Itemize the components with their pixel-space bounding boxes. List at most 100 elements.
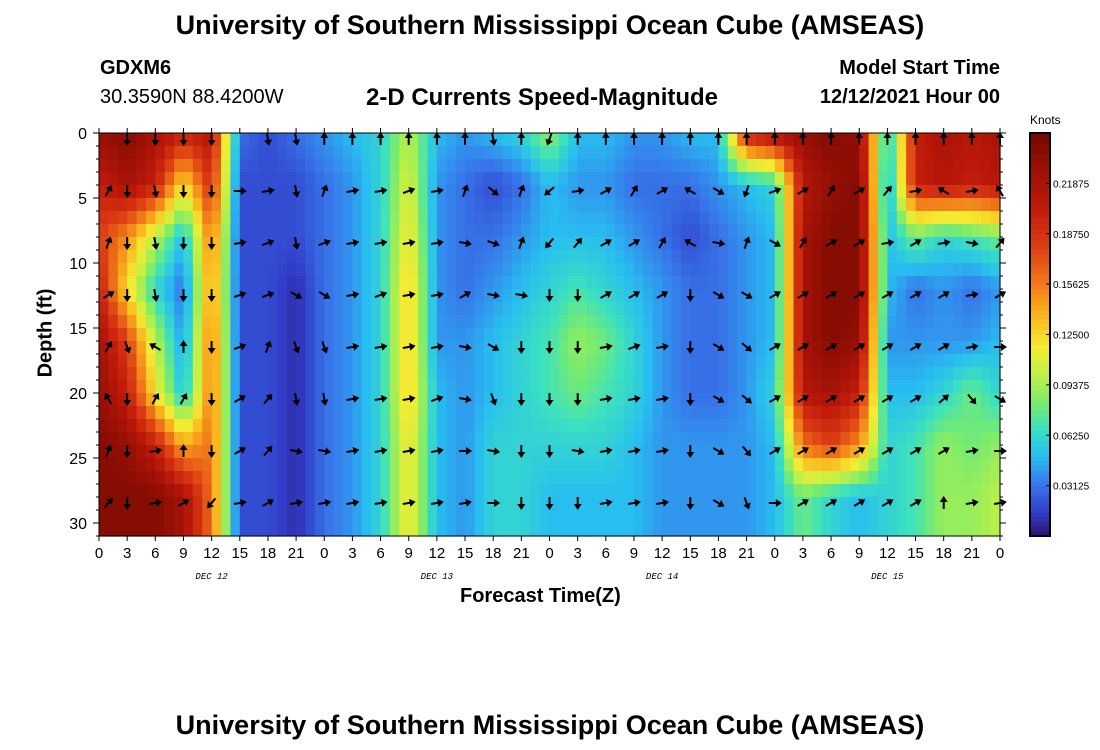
speed-cell bbox=[624, 263, 635, 277]
speed-cell bbox=[558, 263, 569, 277]
speed-cell bbox=[793, 237, 804, 251]
speed-cell bbox=[258, 484, 269, 498]
speed-cell bbox=[530, 510, 541, 524]
speed-cell bbox=[962, 367, 973, 381]
speed-cell bbox=[239, 380, 250, 394]
speed-cell bbox=[868, 302, 879, 316]
speed-cell bbox=[511, 471, 522, 485]
x-tick-label: 3 bbox=[799, 545, 807, 562]
y-tick-label: 0 bbox=[78, 126, 87, 143]
speed-cell bbox=[455, 250, 466, 264]
speed-cell bbox=[493, 198, 504, 212]
speed-cell bbox=[540, 393, 551, 407]
speed-cell bbox=[474, 484, 485, 498]
speed-cell bbox=[296, 276, 307, 290]
speed-cell bbox=[746, 510, 757, 524]
speed-cell bbox=[812, 315, 823, 329]
speed-cell bbox=[455, 302, 466, 316]
current-arrow bbox=[601, 132, 610, 145]
speed-cell bbox=[859, 380, 870, 394]
speed-cell bbox=[577, 419, 588, 433]
speed-cell bbox=[643, 276, 654, 290]
speed-cell bbox=[831, 471, 842, 485]
speed-cell bbox=[943, 198, 954, 212]
speed-cell bbox=[455, 237, 466, 251]
current-arrow bbox=[261, 186, 275, 195]
speed-cell bbox=[577, 484, 588, 498]
x-tick-label: 21 bbox=[964, 545, 981, 562]
current-arrow bbox=[430, 446, 444, 455]
current-arrow bbox=[712, 395, 725, 403]
speed-cell bbox=[793, 133, 804, 147]
speed-cell bbox=[314, 146, 325, 160]
current-arrow bbox=[374, 342, 388, 351]
speed-cell bbox=[990, 237, 1001, 251]
speed-cell bbox=[446, 237, 457, 251]
current-arrow bbox=[545, 289, 554, 302]
speed-cell bbox=[624, 172, 635, 186]
speed-cell bbox=[718, 133, 729, 147]
speed-cell bbox=[709, 367, 720, 381]
speed-cell bbox=[896, 133, 907, 147]
speed-cell bbox=[718, 510, 729, 524]
current-arrow bbox=[234, 447, 246, 455]
speed-cell bbox=[127, 367, 138, 381]
speed-cell bbox=[577, 367, 588, 381]
speed-cell bbox=[605, 133, 616, 147]
x-tick-label: 9 bbox=[405, 545, 413, 562]
speed-cell bbox=[249, 484, 260, 498]
speed-cell bbox=[249, 471, 260, 485]
speed-cell bbox=[671, 146, 682, 160]
current-arrow bbox=[487, 239, 500, 248]
speed-cell bbox=[127, 146, 138, 160]
speed-cell bbox=[549, 185, 560, 199]
speed-cell bbox=[774, 523, 785, 537]
speed-cell bbox=[408, 341, 419, 355]
current-arrow bbox=[517, 393, 526, 406]
speed-cell bbox=[802, 497, 813, 511]
speed-cell bbox=[155, 172, 166, 186]
speed-cell bbox=[343, 406, 354, 420]
speed-cell bbox=[117, 354, 128, 368]
current-arrow bbox=[573, 393, 582, 406]
speed-cell bbox=[399, 302, 410, 316]
current-arrow bbox=[827, 184, 836, 197]
speed-cell bbox=[352, 341, 363, 355]
speed-cell bbox=[840, 341, 851, 355]
speed-cell bbox=[192, 458, 203, 472]
speed-cell bbox=[699, 185, 710, 199]
speed-cell bbox=[267, 497, 278, 511]
speed-cell bbox=[99, 159, 109, 173]
speed-cell bbox=[746, 146, 757, 160]
speed-cell bbox=[530, 523, 541, 537]
speed-cell bbox=[521, 211, 532, 225]
speed-cell bbox=[849, 432, 860, 446]
speed-cell bbox=[990, 354, 1001, 368]
current-arrow bbox=[909, 499, 922, 507]
speed-cell bbox=[99, 380, 109, 394]
speed-cell bbox=[568, 198, 579, 212]
speed-cell bbox=[652, 328, 663, 342]
speed-cell bbox=[202, 159, 213, 173]
speed-cell bbox=[455, 510, 466, 524]
speed-cell bbox=[277, 224, 288, 238]
speed-cell bbox=[868, 276, 879, 290]
speed-cell bbox=[296, 146, 307, 160]
speed-cell bbox=[530, 211, 541, 225]
speed-cell bbox=[727, 198, 738, 212]
speed-cell bbox=[436, 484, 447, 498]
speed-cell bbox=[915, 432, 926, 446]
speed-cell bbox=[596, 263, 607, 277]
speed-cell bbox=[662, 172, 673, 186]
current-arrow bbox=[318, 291, 331, 299]
current-arrow bbox=[149, 343, 161, 351]
speed-cell bbox=[465, 367, 476, 381]
y-tick-label: 15 bbox=[69, 321, 87, 338]
speed-cell bbox=[943, 250, 954, 264]
speed-cell bbox=[831, 380, 842, 394]
speed-cell bbox=[737, 393, 748, 407]
speed-cell bbox=[643, 263, 654, 277]
speed-cell bbox=[408, 159, 419, 173]
speed-cell bbox=[502, 393, 513, 407]
